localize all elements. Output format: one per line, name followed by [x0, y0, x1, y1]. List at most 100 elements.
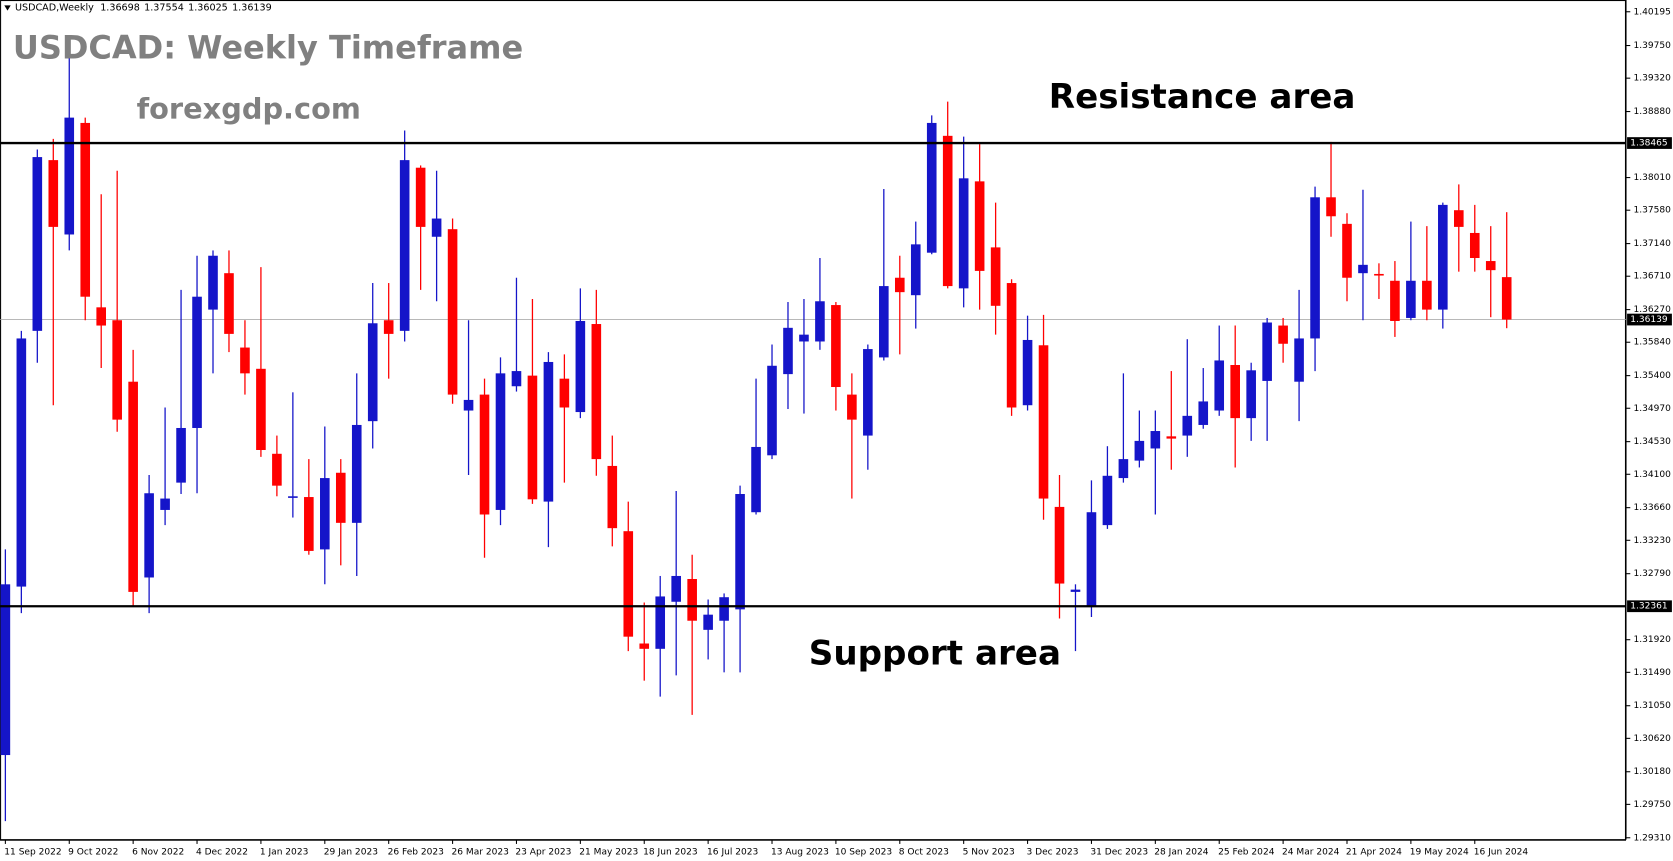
candle-body: [48, 160, 59, 227]
candle-body: [575, 320, 586, 413]
header: USDCAD,Weekly 1.36698 1.37554 1.36025 1.3613…: [15, 3, 272, 14]
current-price-box: [1627, 313, 1672, 326]
candle-body: [1278, 325, 1288, 344]
level-label: 1.32361: [1630, 602, 1667, 612]
candle-body: [1422, 280, 1432, 310]
candle-body: [288, 496, 298, 498]
x-tick-label: 16 Jul 2023: [707, 848, 758, 858]
x-tick-label: 21 Apr 2024: [1346, 848, 1402, 858]
y-tick-label: 1.32790: [1633, 569, 1671, 579]
current-price-label: 1.36139: [1630, 315, 1668, 325]
y-tick-label: 1.29750: [1633, 800, 1671, 810]
candle-body: [16, 338, 27, 587]
candle-body: [96, 307, 107, 326]
candle-body: [1166, 436, 1177, 439]
candle-body: [351, 424, 362, 523]
candle-body: [831, 305, 841, 388]
candle-body: [1214, 360, 1225, 411]
candle-body: [1054, 506, 1065, 584]
candle-body: [527, 375, 538, 500]
candle-body: [1118, 459, 1129, 479]
y-tick-label: 1.31050: [1633, 701, 1671, 711]
candle-body: [80, 122, 91, 297]
candle-body: [639, 643, 650, 649]
candle-body: [1310, 197, 1320, 339]
level-label-box: [1627, 137, 1672, 149]
candle-body: [1246, 370, 1256, 419]
y-tick-label: 1.30620: [1633, 734, 1671, 744]
candle-body: [160, 498, 170, 510]
candle-body: [367, 323, 378, 422]
candle-body: [703, 614, 713, 630]
candle-body: [1134, 440, 1145, 461]
x-tick-label: 8 Oct 2023: [899, 848, 949, 858]
y-tick-label: 1.34530: [1633, 437, 1671, 447]
y-tick-label: 1.40195: [1633, 7, 1670, 17]
candle-body: [863, 349, 873, 436]
y-tick-label: 1.31920: [1633, 635, 1671, 645]
candle-body: [942, 135, 953, 287]
y-tick-label: 1.35400: [1633, 371, 1671, 381]
y-tick-label: 1.37580: [1633, 206, 1671, 216]
candle-body: [1358, 264, 1368, 274]
candle-body: [240, 347, 250, 374]
candle-body: [926, 122, 937, 253]
candle-body: [1469, 232, 1480, 259]
candle-body: [719, 597, 729, 621]
candle-body: [623, 531, 634, 637]
candle-body: [1326, 197, 1336, 217]
candle-body: [894, 277, 905, 293]
candle-body: [847, 394, 857, 420]
candle-body: [751, 446, 761, 513]
plot-frame: [0, 0, 1627, 841]
annotation-resistance: Resistance area: [1049, 77, 1356, 117]
candle-body: [1198, 401, 1209, 425]
candle-body: [910, 244, 921, 296]
candle-body: [32, 157, 43, 331]
candle-body: [543, 361, 554, 502]
y-tick-label: 1.38010: [1633, 173, 1671, 183]
candle-body: [128, 381, 138, 592]
candle-body: [1374, 273, 1384, 276]
x-tick-label: 3 Dec 2023: [1026, 848, 1078, 858]
candle-body: [272, 453, 282, 486]
candle-body: [176, 427, 186, 483]
candle-body: [511, 371, 522, 387]
last-high: 1.37554: [144, 3, 184, 14]
candle-body: [559, 378, 570, 408]
candle-body: [1102, 475, 1113, 526]
y-tick-label: 1.33660: [1633, 503, 1671, 513]
candle-body: [1453, 210, 1464, 227]
y-tick-label: 1.39750: [1633, 41, 1671, 51]
candle-body: [655, 596, 666, 649]
y-tick-label: 1.36710: [1633, 272, 1671, 282]
last-open: 1.36698: [100, 3, 140, 14]
y-tick-label: 1.34970: [1633, 404, 1671, 414]
x-tick-label: 23 Apr 2023: [515, 848, 571, 858]
candle-body: [1070, 589, 1081, 592]
x-tick-label: 28 Jan 2024: [1154, 848, 1208, 858]
x-tick-label: 31 Dec 2023: [1090, 848, 1148, 858]
y-tick-label: 1.37140: [1633, 239, 1671, 249]
level-label: 1.38465: [1630, 139, 1667, 149]
candle-body: [799, 334, 809, 342]
x-tick-label: 26 Mar 2023: [452, 848, 510, 858]
candle-body: [990, 247, 1001, 306]
header-arrow: [4, 5, 11, 11]
candle-body: [192, 296, 202, 428]
x-tick-label: 4 Dec 2022: [196, 848, 248, 858]
candle-body: [1342, 223, 1352, 278]
candle-body: [815, 301, 825, 342]
x-tick-label: 5 Nov 2023: [963, 848, 1015, 858]
x-tick-label: 11 Sep 2022: [4, 848, 61, 858]
candle-body: [1406, 280, 1416, 318]
y-tick-label: 1.35840: [1633, 338, 1671, 348]
candle-body: [495, 373, 506, 510]
candle-body: [607, 465, 618, 529]
candle-body: [304, 497, 314, 551]
candle-body: [447, 229, 458, 395]
candle-body: [735, 494, 745, 610]
candle-body: [1294, 338, 1304, 382]
x-tick-label: 24 Mar 2024: [1282, 848, 1340, 858]
